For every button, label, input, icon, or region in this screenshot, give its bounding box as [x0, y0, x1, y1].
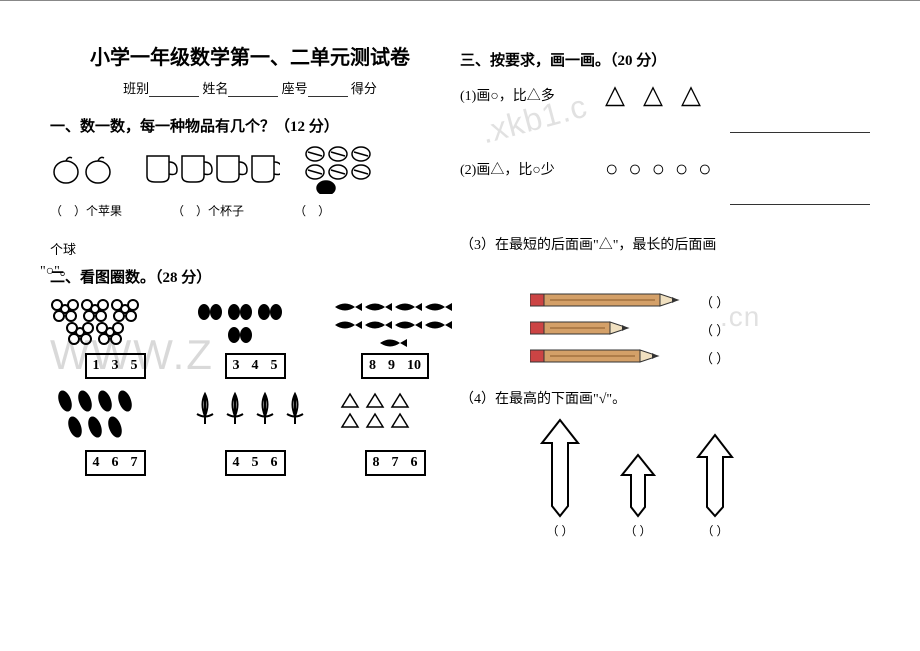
pencil-1-paren: （ ） — [700, 292, 729, 311]
q3-sub1: (1)画○，比△多 △△△ — [460, 80, 890, 110]
leaves-icon — [50, 389, 170, 444]
ball-extra-label: 个球 — [50, 239, 450, 258]
pencil-short-icon — [530, 318, 630, 340]
num-box-4: 456 — [225, 450, 286, 476]
info-line: 班别 姓名 座号 得分 — [50, 78, 450, 97]
butterflies-icon — [190, 297, 310, 347]
worksheet-title: 小学一年级数学第一、二单元测试卷 — [50, 41, 450, 70]
q2-cell-triangles: 876 — [330, 389, 460, 476]
seat-label: 座号 — [282, 81, 308, 96]
q3-sub2-text: (2)画△，比○少 — [460, 159, 590, 179]
num-box-5: 876 — [365, 450, 426, 476]
pencils: （ ） （ ） — [530, 290, 890, 368]
circles-5: ○○○○○ — [605, 156, 721, 182]
q1-images — [50, 144, 450, 194]
fish-icon — [330, 297, 460, 347]
q3-title: 三、按要求，画一画。（20 分） — [460, 49, 890, 70]
apple-icon — [50, 152, 120, 187]
ball-count-label: （ ） — [294, 202, 330, 219]
flowers-icon — [50, 297, 170, 347]
num-box-1: 345 — [225, 353, 286, 379]
class-label: 班别 — [123, 81, 149, 96]
num-box-0: 135 — [85, 353, 146, 379]
pencil-2-paren: （ ） — [700, 320, 729, 339]
arrow-2: （ ） — [620, 453, 656, 539]
q3-sub1-text: (1)画○，比△多 — [460, 85, 590, 105]
q2-cell-leaves1: 467 — [50, 389, 180, 476]
pencil-3: （ ） — [530, 346, 890, 368]
pencil-3-paren: （ ） — [700, 348, 729, 367]
arrow-3-paren: （ ） — [696, 522, 734, 539]
arrow-3: （ ） — [696, 433, 734, 539]
q2-grid: 135 345 — [50, 297, 450, 476]
arrow-med-icon — [696, 433, 734, 518]
score-label: 得分 — [351, 81, 377, 96]
pencil-med-icon — [530, 346, 660, 368]
left-column: 小学一年级数学第一、二单元测试卷 班别 姓名 座号 得分 一、数一数，每一种物品… — [50, 41, 450, 476]
pencil-1: （ ） — [530, 290, 890, 312]
q1-title: 一、数一数，每一种物品有几个？（12 分） — [50, 115, 450, 136]
name-label: 姓名 — [202, 81, 228, 96]
q2-cell-leaves2: 456 — [190, 389, 320, 476]
q2-cell-fish: 8910 — [330, 297, 460, 379]
right-column: 三、按要求，画一画。（20 分） (1)画○，比△多 △△△ (2)画△，比○少… — [460, 41, 890, 539]
q1-cups — [140, 149, 280, 189]
pencil-2: （ ） — [530, 318, 890, 340]
triangles-3: △△△ — [605, 80, 719, 110]
arrows: （ ） （ ） （ ） — [540, 418, 890, 539]
arrow-tall-icon — [540, 418, 580, 518]
arrow-2-paren: （ ） — [620, 522, 656, 539]
apple-count-label: （ ）个苹果 — [50, 202, 122, 219]
arrow-short-icon — [620, 453, 656, 518]
arrow-1: （ ） — [540, 418, 580, 539]
triangles-icon — [330, 389, 450, 444]
q1-apples — [50, 152, 120, 187]
answer-line-1 — [730, 114, 890, 138]
cup-icon — [140, 149, 280, 189]
worksheet-page: WWW.Z .xkb1.c .cn 小学一年级数学第一、二单元测试卷 班别 姓名… — [0, 0, 920, 651]
q2-cell-flowers: 135 — [50, 297, 180, 379]
answer-line-2 — [730, 186, 890, 210]
arrow-1-paren: （ ） — [540, 522, 580, 539]
ball-icon — [300, 144, 380, 194]
pencil-long-icon — [530, 290, 680, 312]
q3-sub3: （3）在最短的后面画"△"，最长的后面画 — [460, 234, 890, 254]
q1-balls — [300, 144, 380, 194]
q3-sub2: (2)画△，比○少 ○○○○○ — [460, 156, 890, 182]
q2-cell-butterflies: 345 — [190, 297, 320, 379]
q3-sub4: （4）在最高的下面画"√"。 — [460, 388, 890, 408]
num-box-3: 467 — [85, 450, 146, 476]
q1-labels: （ ）个苹果 （ ）个杯子 （ ） — [50, 202, 450, 219]
q3-sub3-cont: "○"。 — [40, 260, 890, 280]
cup-count-label: （ ）个杯子 — [172, 202, 244, 219]
leaves2-icon — [190, 389, 310, 444]
num-box-2: 8910 — [361, 353, 429, 379]
